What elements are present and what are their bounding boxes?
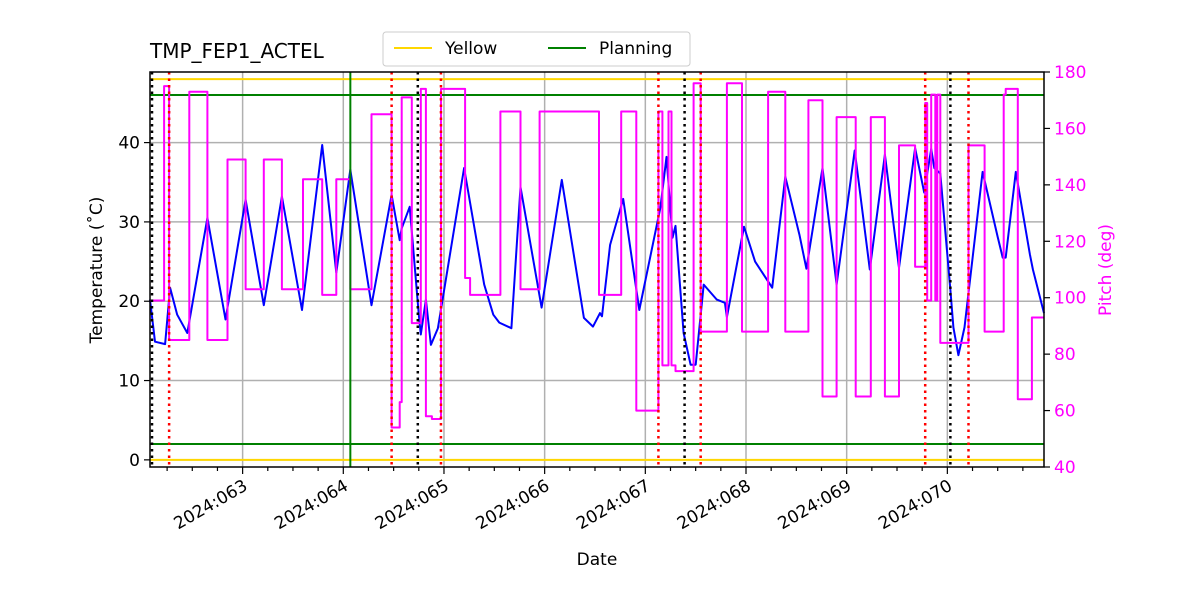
- y2-axis-label: Pitch (deg): [1096, 224, 1116, 316]
- y-tick-label: 10: [118, 372, 140, 392]
- legend-label-yellow: Yellow: [444, 39, 497, 59]
- series-line-temperature: [149, 144, 1045, 366]
- x-tick-label: 2024:068: [674, 476, 755, 534]
- plot-frame: [149, 71, 1045, 468]
- chart-title: TMP_FEP1_ACTEL: [149, 39, 325, 63]
- legend-label-planning: Planning: [599, 39, 672, 59]
- y-tick-label: 40: [118, 134, 140, 154]
- series-line-pitch: [150, 82, 1044, 429]
- y2-tick-label: 180: [1054, 63, 1086, 83]
- x-tick-label: 2024:065: [372, 476, 453, 534]
- y-tick-label: 20: [118, 292, 140, 312]
- x-tick-label: 2024:064: [271, 476, 352, 534]
- y-tick-label: 30: [118, 213, 140, 233]
- y2-tick-label: 60: [1054, 402, 1076, 422]
- y2-tick-label: 100: [1054, 289, 1086, 309]
- y-tick-label: 0: [129, 451, 140, 471]
- x-tick-label: 2024:063: [171, 476, 252, 534]
- y2-tick-label: 120: [1054, 232, 1086, 252]
- x-tick-label: 2024:066: [473, 476, 554, 534]
- y-axis-label: Temperature (˚C): [86, 197, 107, 345]
- y2-tick-label: 160: [1054, 119, 1086, 139]
- x-tick-label: 2024:069: [775, 476, 856, 534]
- legend: Yellow Planning: [382, 31, 691, 67]
- x-tick-label: 2024:070: [875, 476, 956, 534]
- y2-tick-label: 40: [1054, 458, 1076, 478]
- y2-tick-label: 140: [1054, 176, 1086, 196]
- y2-tick-label: 80: [1054, 345, 1076, 365]
- x-axis-label: Date: [577, 550, 618, 570]
- x-tick-label: 2024:067: [573, 476, 654, 534]
